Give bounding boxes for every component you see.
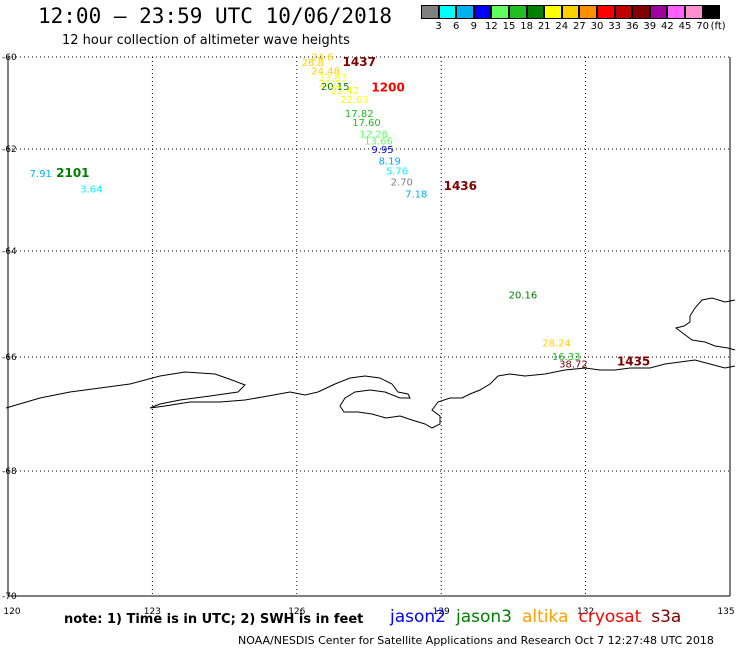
lon-tick-label: 120 <box>3 607 20 617</box>
legend-swatch <box>614 5 633 19</box>
lon-tick-label: 126 <box>288 607 305 617</box>
legend-swatch <box>421 5 439 19</box>
legend-swatch <box>649 5 668 19</box>
wave-height-label: 8.19 <box>379 156 401 167</box>
legend-tick-label: 24 <box>555 21 569 32</box>
legend-swatch <box>667 5 685 19</box>
legend-tick-label: 18 <box>520 21 533 32</box>
lon-tick-label: 135 <box>717 607 734 617</box>
wave-height-label: 23.83 <box>318 73 347 84</box>
wave-height-label: 17.82 <box>345 109 374 120</box>
wave-height-label: 26.8 <box>302 58 324 69</box>
pass-time-label: 1437 <box>343 55 376 69</box>
wave-height-label: 7.18 <box>405 189 427 200</box>
legend-swatch <box>702 5 721 19</box>
wave-height-label: 22.0 <box>318 79 340 90</box>
wave-height-label: 13.66 <box>364 136 393 147</box>
page-subtitle: 12 hour collection of altimeter wave hei… <box>62 33 350 48</box>
wave-height-label: 16.33 <box>552 352 581 363</box>
legend-tick-label: 33 <box>608 21 621 32</box>
credit-line: NOAA/NESDIS Center for Satellite Applica… <box>238 634 714 647</box>
footer-note: note: 1) Time is in UTC; 2) SWH is in fe… <box>64 612 364 627</box>
legend-swatch <box>684 5 703 19</box>
satellite-legend-altika: altika <box>522 607 569 627</box>
satellite-legend-jason2: jason2 <box>390 607 446 627</box>
satellite-legend-cryosat: cryosat <box>578 607 642 627</box>
legend-tick-label: 21 <box>537 21 551 32</box>
wave-height-label: 7.91 <box>30 169 52 180</box>
legend-tick-label: 30 <box>590 21 604 32</box>
map-grid <box>7 56 731 597</box>
color-legend-labels: 3 6 9 12 15 18 21 24 27 30 33 36 39 42 45 70 (ft) <box>421 21 740 35</box>
satellite-legend-jason3: jason3 <box>456 607 512 627</box>
satellite-legend: jason2 jason3 altika cryosat s3a <box>390 607 681 627</box>
wave-height-label: 22.03 <box>340 95 369 106</box>
pass-time-label: 2101 <box>56 166 89 180</box>
legend-tick-label: 12 <box>485 21 498 32</box>
wave-height-label: 9.95 <box>371 145 393 156</box>
legend-tick-label: 9 <box>470 21 477 32</box>
color-legend <box>421 5 721 19</box>
legend-tick-label: 42 <box>661 21 674 32</box>
wave-height-label: 2.70 <box>391 178 413 189</box>
page-title: 12:00 – 23:59 UTC 10/06/2018 <box>38 4 393 28</box>
coastline-path-east <box>674 297 736 351</box>
wave-height-label: 17.60 <box>352 118 381 129</box>
wave-height-label: 22.42 <box>330 86 359 97</box>
legend-swatch <box>456 5 474 19</box>
lon-tick-label: 123 <box>144 607 161 617</box>
lon-tick-label: 129 <box>433 607 450 617</box>
pass-time-labels: 1437 1200 1436 2101 1435 <box>56 55 650 368</box>
legend-swatch <box>632 5 650 19</box>
wave-height-label: 5.76 <box>386 167 408 178</box>
lat-tick-label: -60 <box>2 53 17 63</box>
lon-tick-label: 132 <box>577 607 594 617</box>
legend-swatch <box>544 5 562 19</box>
wave-height-label: 24.6 <box>311 53 333 64</box>
wave-height-label: 20.16 <box>509 291 538 302</box>
legend-swatch <box>596 5 615 19</box>
wave-height-label: 38.72 <box>559 359 588 370</box>
legend-tick-label: 36 <box>625 21 639 32</box>
legend-swatch <box>491 5 509 19</box>
legend-swatch <box>473 5 492 19</box>
coastline-path <box>5 359 736 429</box>
legend-tick-label: 3 <box>435 21 442 32</box>
legend-tick-label: 70 <box>696 21 709 32</box>
wave-height-label: 24.48 <box>311 66 340 77</box>
pass-time-label: 1436 <box>444 179 477 193</box>
lat-tick-label: -70 <box>2 592 17 602</box>
legend-swatch <box>438 5 457 19</box>
wave-height-label: 12.26 <box>359 130 388 141</box>
lat-tick-label: -66 <box>2 353 17 363</box>
satellite-legend-s3a: s3a <box>651 607 682 627</box>
legend-tick-label: 6 <box>453 21 460 32</box>
legend-swatch <box>561 5 580 19</box>
legend-tick-label: 27 <box>573 21 586 32</box>
wave-height-label: 20.15 <box>321 82 350 93</box>
pass-time-label: 1200 <box>371 81 404 95</box>
axis-labels: 120 123 126 129 132 135 -60 -62 -64 -66 -68 -70 <box>2 53 735 617</box>
lat-tick-label: -62 <box>2 145 17 155</box>
legend-tick-label: 39 <box>643 21 657 32</box>
legend-swatch <box>579 5 597 19</box>
pass-time-label: 1435 <box>617 355 650 369</box>
legend-unit: (ft) <box>710 21 726 32</box>
legend-swatch <box>508 5 527 19</box>
legend-tick-label: 45 <box>678 21 692 32</box>
lat-tick-label: -64 <box>2 247 17 257</box>
lat-tick-label: -68 <box>2 467 17 477</box>
wave-height-label: 28.24 <box>542 338 571 349</box>
antarctic-coastline <box>5 297 736 429</box>
legend-tick-label: 15 <box>502 21 516 32</box>
legend-swatch <box>526 5 545 19</box>
wave-height-label: 3.64 <box>80 184 102 195</box>
